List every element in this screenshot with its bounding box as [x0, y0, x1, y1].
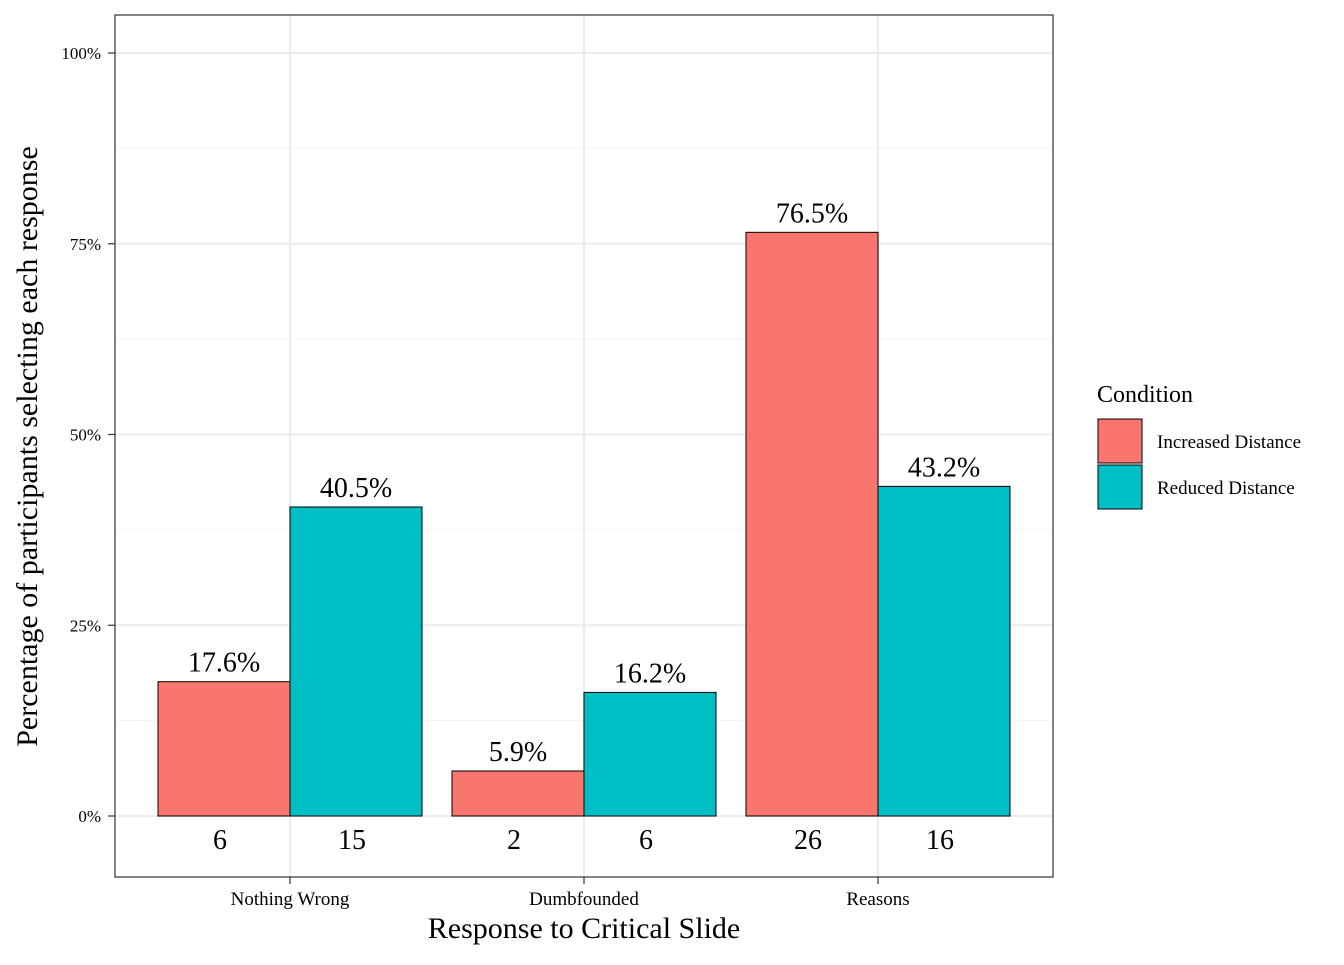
x-tick-label: Dumbfounded [529, 889, 639, 910]
legend-label: Increased Distance [1157, 432, 1301, 453]
x-tick-label: Nothing Wrong [231, 889, 350, 910]
bar-labels: 17.6% 6 40.5% 15 5.9% 2 16.2% 6 76.5% 26 43.2% 16 [188, 198, 980, 856]
y-tick-label: 75% [70, 235, 101, 254]
x-axis: Nothing Wrong Dumbfounded Reasons [231, 877, 910, 910]
x-tick-label: Reasons [846, 889, 909, 910]
bar-count-label: 2 [507, 825, 521, 856]
y-axis-title: Percentage of participants selecting eac… [11, 146, 44, 747]
bar [289, 506, 423, 817]
y-tick-label: 0% [78, 807, 101, 826]
legend-title: Condition [1097, 382, 1193, 408]
bar-value-label: 43.2% [908, 452, 980, 483]
bar-value-label: 16.2% [614, 658, 686, 689]
bars [157, 231, 1011, 817]
y-axis: 0% 25% 50% 75% 100% [61, 44, 115, 826]
bar-count-label: 15 [338, 825, 366, 856]
bar [157, 681, 291, 817]
bar [583, 691, 717, 817]
y-tick-label: 25% [70, 616, 101, 635]
bar-value-label: 5.9% [489, 737, 547, 768]
legend-key [1097, 418, 1143, 464]
bar-count-label: 6 [213, 825, 227, 856]
bar [877, 485, 1011, 817]
bar-count-label: 6 [639, 825, 653, 856]
legend-label: Reduced Distance [1157, 478, 1295, 499]
legend: Condition Increased Distance Reduced Dist… [1097, 382, 1301, 510]
x-axis-title: Response to Critical Slide [428, 912, 740, 945]
bar-count-label: 16 [926, 825, 954, 856]
bar [745, 231, 879, 817]
bar [451, 770, 585, 817]
bar-value-label: 76.5% [776, 198, 848, 229]
legend-key [1097, 464, 1143, 510]
bar-value-label: 40.5% [320, 473, 392, 504]
bar-value-label: 17.6% [188, 648, 260, 679]
bar-count-label: 26 [794, 825, 822, 856]
y-tick-label: 50% [70, 426, 101, 445]
y-tick-label: 100% [61, 44, 101, 63]
